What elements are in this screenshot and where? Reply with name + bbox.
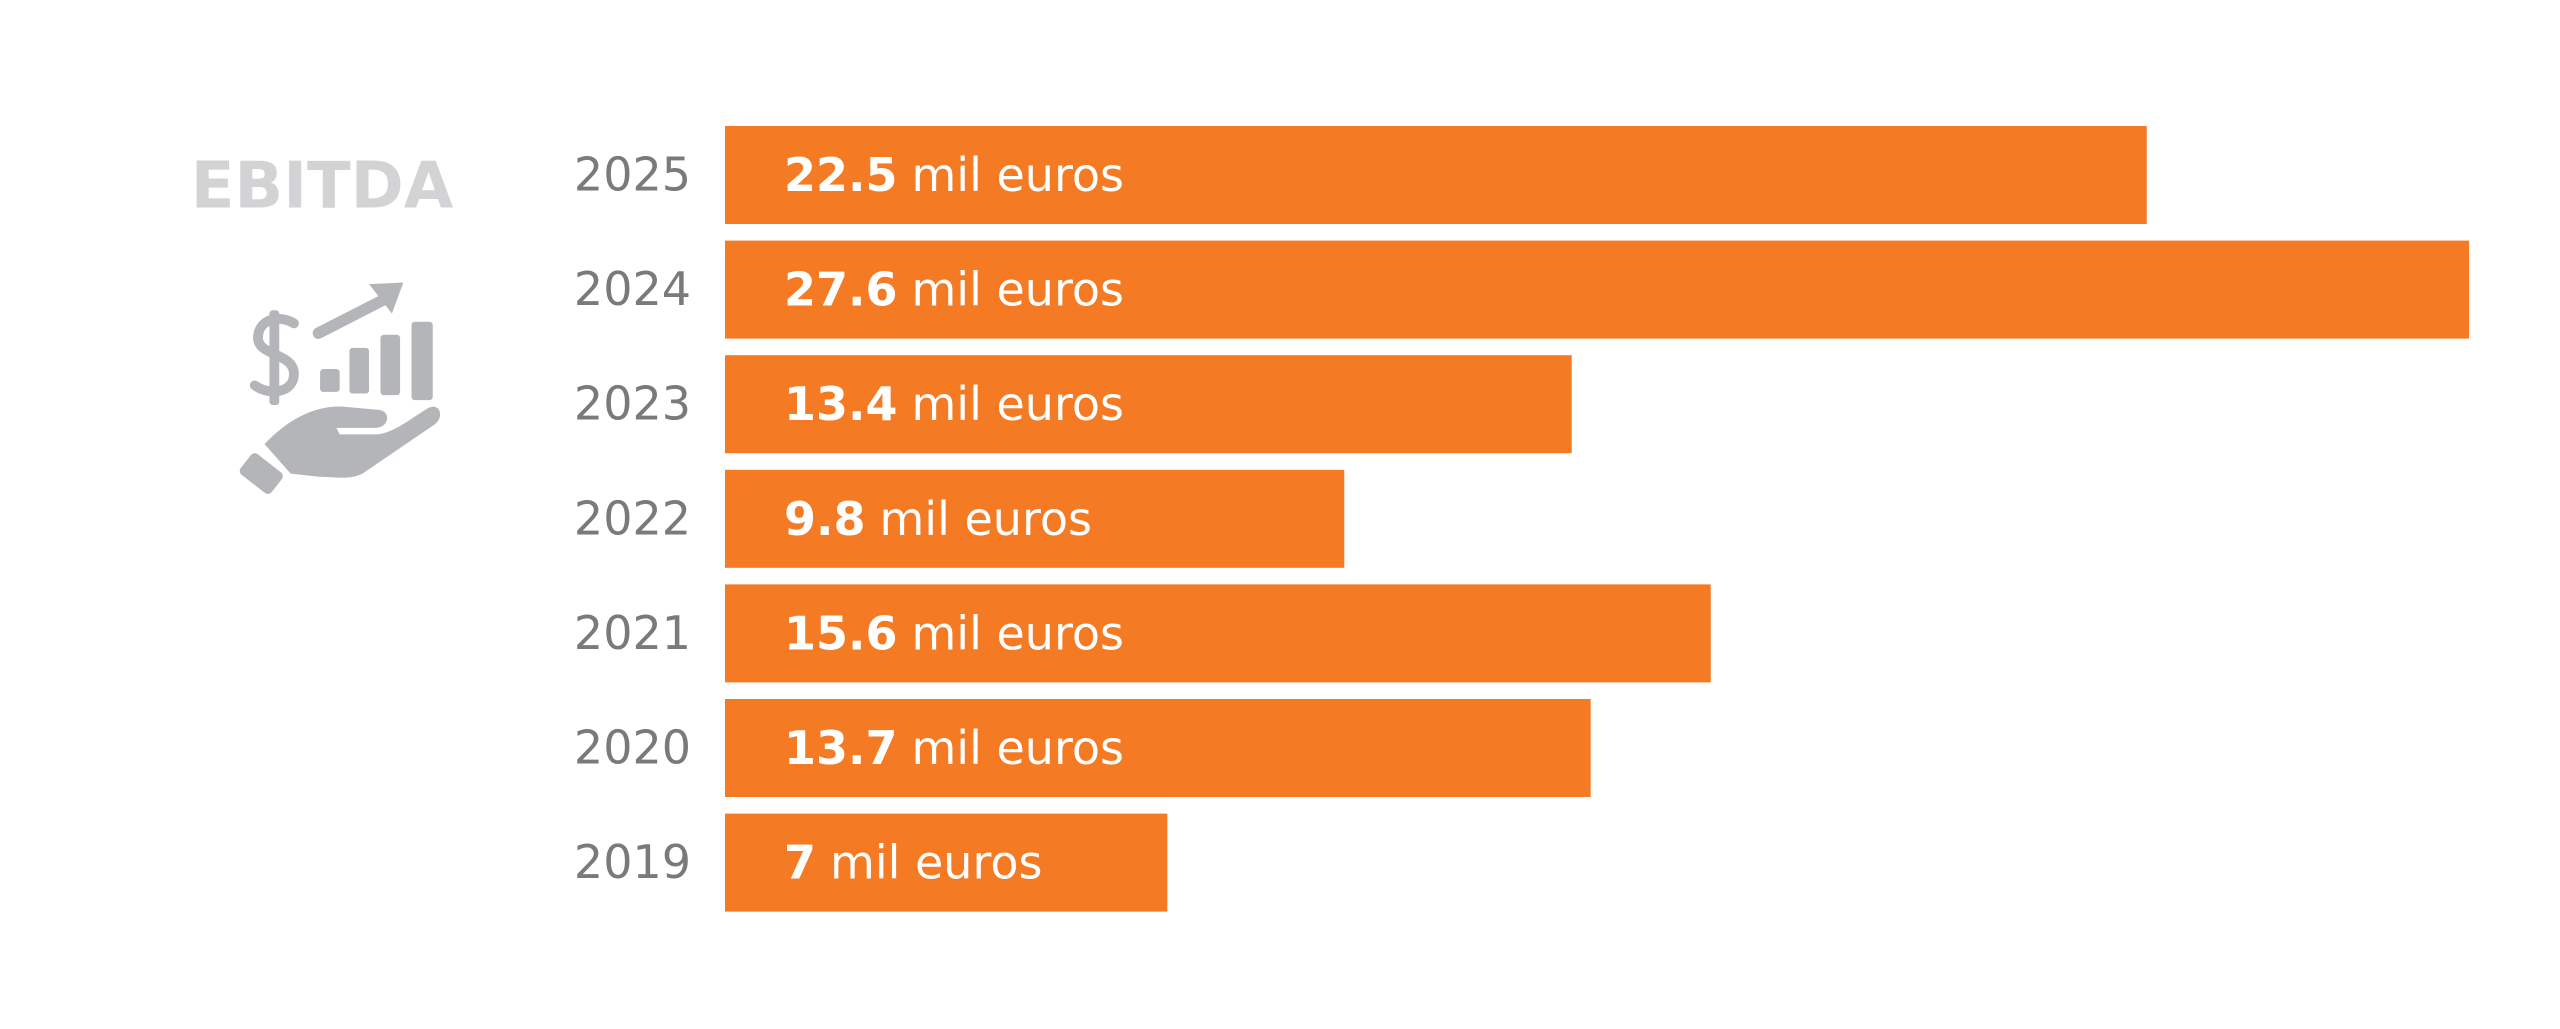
value-number: 9.8 <box>784 491 866 545</box>
chart-title: EBITDA <box>191 150 454 224</box>
bar <box>725 355 1572 454</box>
value-number: 22.5 <box>784 148 898 202</box>
bar <box>725 469 1345 568</box>
value-unit: mil euros <box>880 491 1092 545</box>
value-label: 22.5 mil euros <box>784 148 1124 202</box>
year-label: 2021 <box>574 606 691 660</box>
year-label: 2020 <box>574 721 691 775</box>
value-number: 13.7 <box>784 721 898 775</box>
value-label: 13.7 mil euros <box>784 721 1124 775</box>
value-unit: mil euros <box>912 148 1124 202</box>
year-label: 2024 <box>574 262 691 316</box>
value-unit: mil euros <box>912 262 1124 316</box>
value-label: 27.6 mil euros <box>784 262 1124 316</box>
bar <box>725 699 1591 797</box>
bar <box>725 240 2469 339</box>
ebitda-icon <box>239 282 441 494</box>
bar <box>725 126 2147 224</box>
value-number: 13.4 <box>784 377 898 431</box>
value-label: 9.8 mil euros <box>784 491 1092 545</box>
value-unit: mil euros <box>912 721 1124 775</box>
year-label: 2019 <box>574 835 691 889</box>
bar <box>725 813 1168 912</box>
value-number: 7 <box>784 835 816 889</box>
value-label: 7 mil euros <box>784 835 1042 889</box>
value-label: 13.4 mil euros <box>784 377 1124 431</box>
year-label: 2022 <box>574 491 691 545</box>
value-number: 15.6 <box>784 606 898 660</box>
value-number: 27.6 <box>784 262 898 316</box>
bar <box>725 584 1711 683</box>
year-label: 2025 <box>574 148 691 202</box>
year-label: 2023 <box>574 377 691 431</box>
value-unit: mil euros <box>912 377 1124 431</box>
value-unit: mil euros <box>912 606 1124 660</box>
value-unit: mil euros <box>830 835 1042 889</box>
value-label: 15.6 mil euros <box>784 606 1124 660</box>
